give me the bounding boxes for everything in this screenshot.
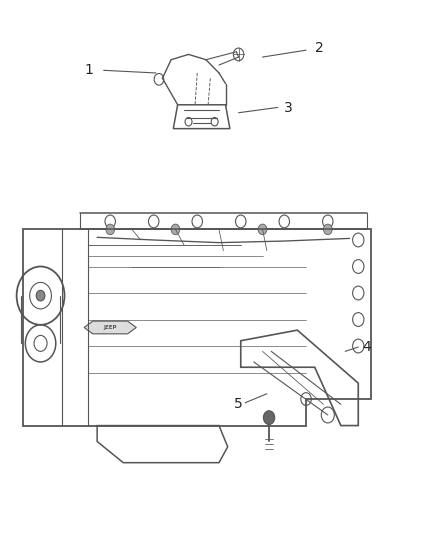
Text: 3: 3 — [284, 101, 293, 116]
Circle shape — [263, 411, 275, 424]
Text: 5: 5 — [234, 398, 243, 411]
Circle shape — [258, 224, 267, 235]
Circle shape — [36, 290, 45, 301]
Text: 4: 4 — [363, 340, 371, 354]
Circle shape — [323, 224, 332, 235]
Polygon shape — [84, 321, 136, 334]
Text: 2: 2 — [315, 41, 324, 55]
Text: 1: 1 — [84, 63, 93, 77]
Circle shape — [171, 224, 180, 235]
Circle shape — [106, 224, 115, 235]
Text: JEEP: JEEP — [103, 325, 117, 330]
